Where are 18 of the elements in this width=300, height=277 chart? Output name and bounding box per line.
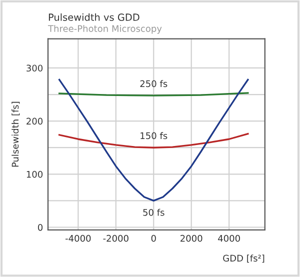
y-tick-label: 200 [26,118,43,125]
x-tick-label: 0 [151,234,156,242]
chart-title: Pulsewidth vs GDD [48,13,140,21]
y-tick-label: 300 [26,64,43,72]
y-tick-label: 100 [26,170,43,178]
series-label: 250 fs [140,80,168,88]
y-axis-title: Pulsewidth [fs] [12,102,20,167]
series-label: 50 fs [143,208,164,216]
x-axis-title: GDD [fs²] [223,254,264,263]
x-tick-label: -2000 [103,234,128,242]
line-series [58,78,249,202]
chart-subtitle: Three-Photon Microscopy [48,24,162,34]
series-label: 150 fs [140,132,168,140]
line-series [58,132,249,148]
x-tick-label: 2000 [180,234,202,242]
x-tick-label: -4000 [66,234,91,242]
x-tick-label: 4000 [218,234,240,242]
y-tick-label: 0 [38,224,43,231]
